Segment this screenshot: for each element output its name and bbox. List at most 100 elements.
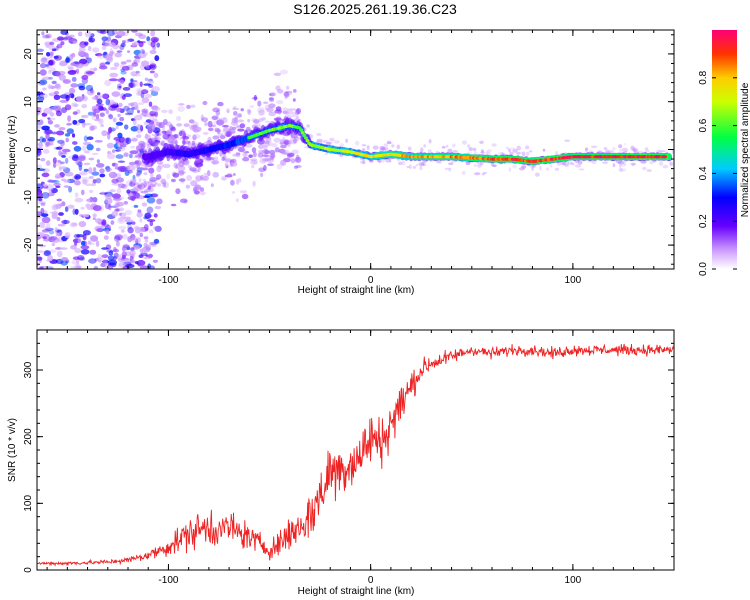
snr-x-label: Height of straight line (km) <box>298 586 415 597</box>
noise-blob <box>324 152 328 156</box>
noise-blob <box>131 30 138 33</box>
noise-blob <box>170 203 177 207</box>
noise-blob <box>96 30 106 34</box>
noise-blob <box>270 152 276 159</box>
noise-blob <box>285 111 290 115</box>
noise-blob <box>137 90 142 96</box>
noise-blob <box>262 149 269 155</box>
noise-blob <box>228 128 236 134</box>
noise-blob <box>96 228 103 232</box>
noise-blob <box>380 158 385 163</box>
noise-blob <box>63 185 70 188</box>
noise-blob <box>156 174 162 180</box>
noise-blob <box>95 178 102 184</box>
noise-blob <box>63 36 73 40</box>
noise-blob <box>64 206 69 213</box>
noise-blob <box>103 235 109 240</box>
noise-blob <box>75 68 80 75</box>
noise-blob <box>128 102 135 107</box>
noise-blob <box>283 141 289 145</box>
noise-blob <box>256 120 261 127</box>
noise-blob <box>45 266 54 269</box>
noise-blob <box>81 95 88 102</box>
noise-blob <box>40 94 44 98</box>
noise-blob <box>150 243 157 247</box>
noise-blob <box>89 249 97 255</box>
noise-blob <box>38 119 44 125</box>
noise-blob <box>124 112 134 116</box>
noise-blob <box>182 139 186 146</box>
noise-blob <box>140 182 147 186</box>
noise-blob <box>258 109 265 116</box>
noise-blob <box>138 143 143 147</box>
noise-blob <box>54 124 60 128</box>
noise-blob <box>110 220 115 225</box>
noise-blob <box>55 45 59 51</box>
noise-blob <box>130 145 136 149</box>
noise-blob <box>150 36 159 43</box>
noise-blob <box>245 143 253 148</box>
noise-blob <box>38 266 44 269</box>
noise-blob <box>119 196 125 200</box>
noise-blob <box>101 36 108 42</box>
noise-blob <box>47 255 54 262</box>
noise-blob <box>132 179 136 184</box>
noise-blob <box>148 101 153 107</box>
colorbar-label: Normalized spectral amplitude <box>740 82 750 217</box>
noise-blob <box>100 123 104 128</box>
noise-blob <box>117 165 127 173</box>
noise-blob <box>122 216 132 220</box>
noise-blob <box>135 70 140 74</box>
noise-blob <box>115 125 119 130</box>
noise-blob <box>219 150 223 157</box>
noise-blob <box>273 117 282 121</box>
noise-blob <box>121 229 125 233</box>
noise-blob <box>179 130 183 137</box>
noise-blob <box>619 149 622 152</box>
noise-blob <box>564 139 571 142</box>
noise-blob <box>518 167 525 171</box>
noise-blob <box>260 172 264 178</box>
noise-blob <box>168 109 173 115</box>
noise-blob <box>481 173 485 176</box>
noise-blob <box>39 79 48 85</box>
noise-blob <box>290 158 295 164</box>
noise-blob <box>569 162 574 165</box>
y-tick-label: 10 <box>23 96 34 108</box>
noise-blob <box>107 133 111 140</box>
noise-blob <box>479 140 484 144</box>
noise-blob <box>642 166 647 171</box>
noise-blob <box>141 108 149 114</box>
noise-blob <box>61 148 71 153</box>
noise-blob <box>258 167 265 173</box>
noise-blob <box>108 114 114 120</box>
noise-blob <box>252 180 256 187</box>
noise-blob <box>155 137 161 141</box>
noise-blob <box>77 50 85 57</box>
noise-blob <box>201 117 209 123</box>
noise-blob <box>95 94 102 100</box>
noise-blob <box>139 48 145 54</box>
noise-blob <box>267 163 274 166</box>
noise-blob <box>134 58 141 64</box>
noise-blob <box>176 115 181 122</box>
noise-blob <box>219 134 226 140</box>
noise-blob <box>115 177 124 183</box>
noise-blob <box>190 180 198 187</box>
noise-blob <box>238 177 242 183</box>
noise-blob <box>231 158 237 163</box>
noise-blob <box>83 168 89 172</box>
noise-blob <box>95 240 100 247</box>
noise-blob <box>177 105 185 112</box>
noise-blob <box>85 203 91 209</box>
noise-blob <box>53 55 59 59</box>
noise-blob <box>48 179 58 183</box>
noise-blob <box>80 240 86 246</box>
noise-blob <box>326 141 333 145</box>
noise-blob <box>258 149 264 154</box>
noise-blob <box>232 173 236 176</box>
noise-blob <box>200 114 204 121</box>
noise-blob <box>146 143 151 150</box>
noise-blob <box>149 60 155 66</box>
noise-blob <box>146 180 151 185</box>
